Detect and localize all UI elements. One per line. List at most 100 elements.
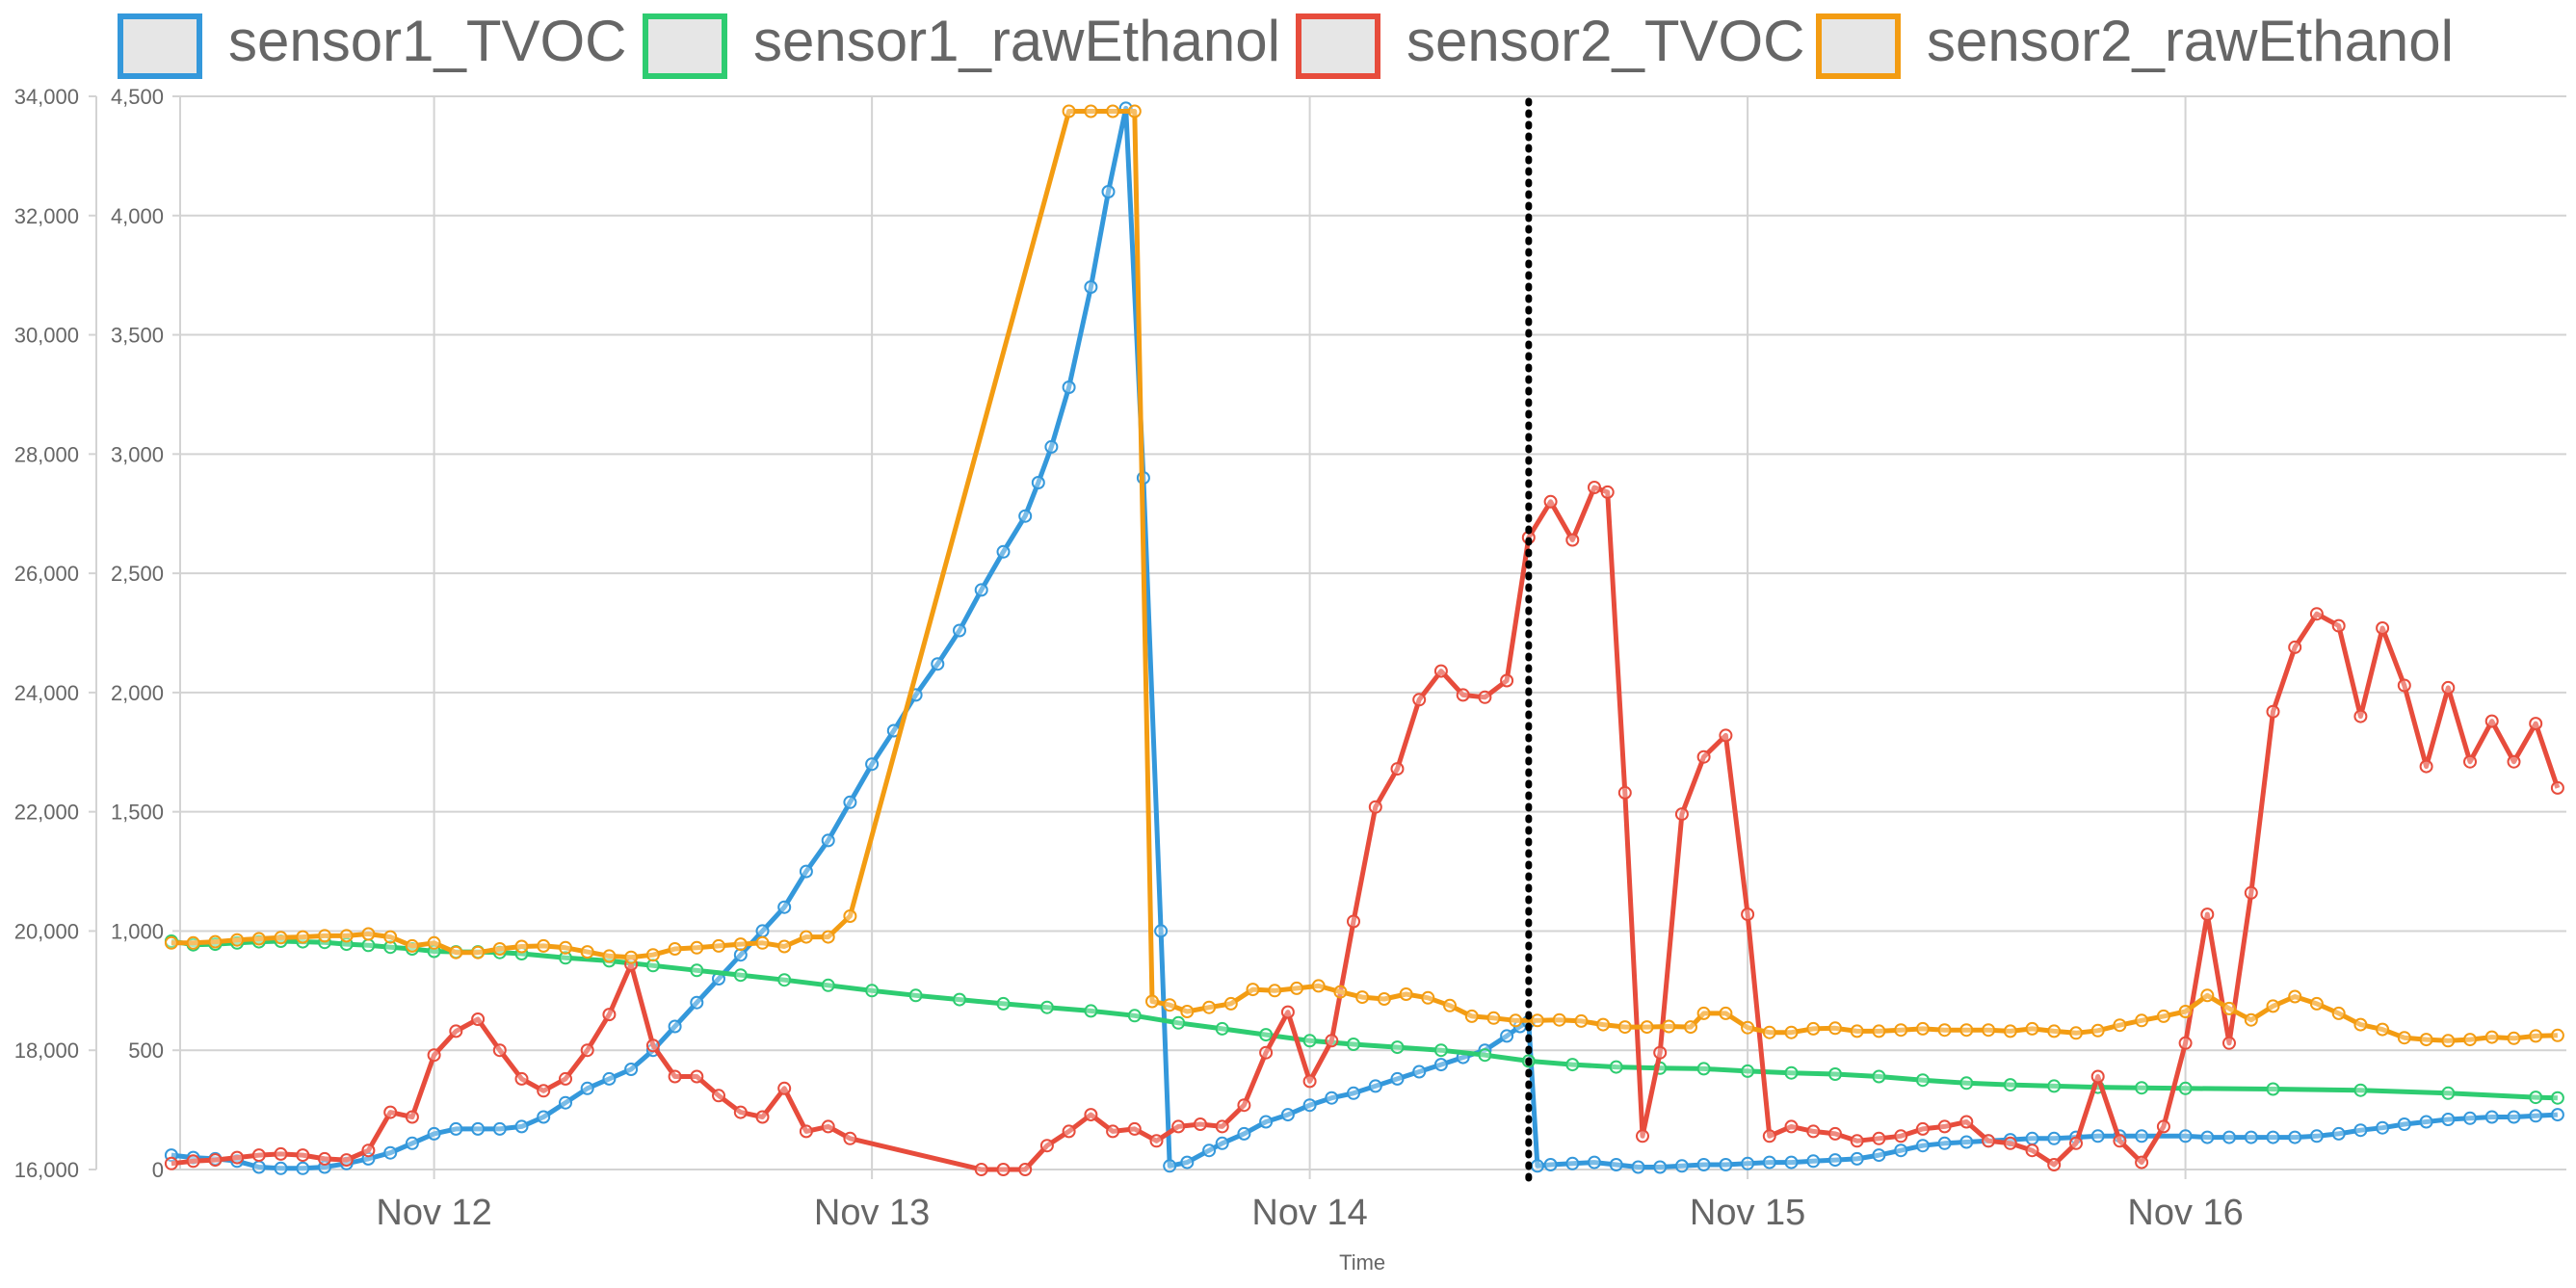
data-point[interactable] (1806, 1021, 1821, 1036)
data-point[interactable] (1456, 688, 1470, 702)
data-point[interactable] (2244, 1012, 2258, 1027)
data-point[interactable] (1347, 914, 1360, 929)
data-point[interactable] (733, 968, 748, 983)
data-point[interactable] (996, 1163, 1011, 1176)
data-point[interactable] (318, 929, 331, 943)
data-point[interactable] (1039, 1000, 1054, 1014)
data-point[interactable] (1101, 185, 1116, 198)
data-point[interactable] (2090, 1129, 2105, 1143)
data-point[interactable] (1154, 924, 1169, 938)
data-point[interactable] (1662, 1019, 1676, 1034)
data-point[interactable] (1959, 1076, 1974, 1091)
data-point[interactable] (1784, 1025, 1799, 1039)
data-point[interactable] (1617, 785, 1632, 800)
data-point[interactable] (1302, 1098, 1317, 1113)
data-point[interactable] (2178, 1129, 2193, 1143)
data-point[interactable] (514, 939, 529, 954)
data-point[interactable] (1937, 1119, 1952, 1134)
data-point[interactable] (1302, 1074, 1317, 1089)
data-point[interactable] (449, 945, 463, 959)
data-point[interactable] (1194, 1117, 1207, 1131)
data-point[interactable] (2200, 907, 2215, 922)
data-point[interactable] (2353, 1017, 2368, 1032)
data-point[interactable] (1290, 981, 1303, 995)
data-point[interactable] (318, 1151, 331, 1166)
data-point[interactable] (1127, 1121, 1142, 1136)
data-point[interactable] (1784, 1065, 1799, 1080)
data-point[interactable] (645, 1038, 660, 1053)
data-point[interactable] (1806, 1154, 1821, 1169)
data-point[interactable] (2200, 988, 2215, 1003)
data-point[interactable] (1390, 762, 1405, 776)
data-point[interactable] (2222, 1130, 2236, 1144)
data-point[interactable] (559, 940, 572, 955)
data-point[interactable] (2507, 1110, 2521, 1124)
data-point[interactable] (1762, 1025, 1776, 1039)
data-point[interactable] (668, 1019, 682, 1034)
data-point[interactable] (1390, 1071, 1405, 1086)
data-point[interactable] (1259, 1045, 1274, 1060)
data-point[interactable] (799, 930, 813, 944)
data-point[interactable] (1044, 439, 1059, 454)
data-point[interactable] (2331, 618, 2346, 633)
data-point[interactable] (1443, 998, 1457, 1012)
data-point[interactable] (2309, 1129, 2324, 1143)
data-point[interactable] (777, 939, 792, 954)
data-point[interactable] (1412, 693, 1427, 707)
data-point[interactable] (755, 924, 770, 938)
data-point[interactable] (2025, 1131, 2039, 1145)
data-point[interactable] (2090, 1069, 2105, 1084)
data-point[interactable] (274, 931, 288, 945)
data-point[interactable] (1850, 1151, 1864, 1166)
data-point[interactable] (1806, 1124, 1821, 1139)
data-point[interactable] (383, 940, 398, 955)
data-point[interactable] (1982, 1134, 1996, 1148)
legend-item-sensor1_TVOC[interactable]: sensor1_TVOC (118, 9, 627, 79)
data-point[interactable] (2441, 1086, 2456, 1100)
data-point[interactable] (953, 992, 966, 1007)
data-point[interactable] (186, 1154, 200, 1169)
data-point[interactable] (1543, 494, 1558, 509)
data-point[interactable] (777, 1081, 792, 1095)
data-point[interactable] (383, 1145, 398, 1160)
data-point[interactable] (2376, 1022, 2390, 1037)
data-point[interactable] (1894, 1129, 1908, 1143)
data-point[interactable] (2178, 1005, 2193, 1018)
data-point[interactable] (865, 757, 880, 772)
data-point[interactable] (2353, 709, 2368, 723)
data-point[interactable] (492, 942, 507, 956)
data-point[interactable] (996, 544, 1011, 559)
data-point[interactable] (1268, 984, 1282, 998)
data-point[interactable] (1399, 987, 1413, 1001)
data-point[interactable] (1325, 1091, 1339, 1105)
data-point[interactable] (1171, 1119, 1186, 1134)
data-point[interactable] (427, 935, 441, 950)
data-point[interactable] (821, 833, 835, 848)
data-point[interactable] (624, 1063, 639, 1076)
legend-item-sensor1_rawEthanol[interactable]: sensor1_rawEthanol (643, 9, 1280, 79)
data-point[interactable] (1982, 1023, 1996, 1038)
data-point[interactable] (449, 1121, 463, 1136)
data-point[interactable] (339, 1153, 354, 1168)
data-point[interactable] (1674, 807, 1689, 822)
data-point[interactable] (1696, 1062, 1711, 1076)
data-point[interactable] (1333, 985, 1348, 999)
data-point[interactable] (1062, 381, 1076, 394)
data-point[interactable] (449, 1024, 463, 1038)
data-point[interactable] (2047, 1131, 2062, 1145)
data-point[interactable] (777, 973, 792, 987)
data-point[interactable] (2244, 885, 2258, 900)
data-point[interactable] (230, 933, 245, 947)
data-point[interactable] (2441, 1113, 2456, 1126)
data-point[interactable] (908, 988, 923, 1003)
data-point[interactable] (1163, 1159, 1177, 1173)
data-point[interactable] (1696, 1158, 1711, 1171)
data-point[interactable] (1106, 104, 1120, 118)
data-point[interactable] (2550, 1028, 2564, 1042)
data-point[interactable] (1433, 664, 1448, 678)
data-point[interactable] (953, 623, 966, 638)
data-point[interactable] (2353, 1123, 2368, 1138)
data-point[interactable] (1741, 1064, 1755, 1078)
data-point[interactable] (2550, 1091, 2564, 1105)
data-point[interactable] (1872, 1131, 1886, 1145)
